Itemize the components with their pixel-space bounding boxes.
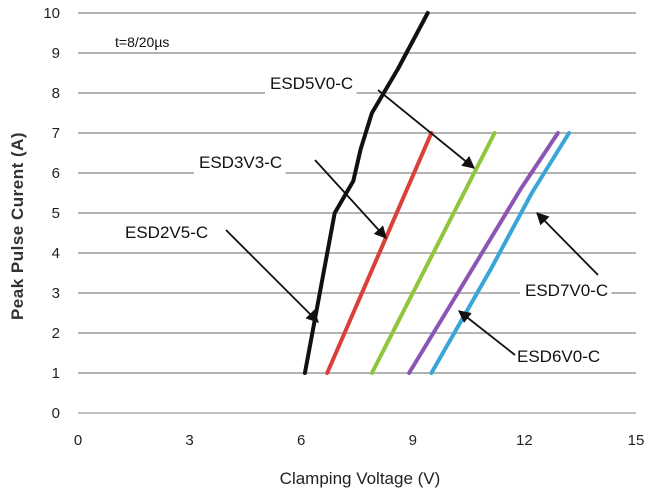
x-tick-label: 9 <box>409 432 417 449</box>
callout-arrow <box>225 229 319 323</box>
x-tick-label: 0 <box>74 432 82 449</box>
y-tick-label: 5 <box>52 205 60 222</box>
callout-background <box>120 221 212 244</box>
y-tick-label: 4 <box>52 245 60 262</box>
series-line-esd2v5-c <box>302 11 430 375</box>
x-axis-title: Clamping Voltage (V) <box>280 469 441 488</box>
callout-arrow <box>314 159 387 239</box>
gridlines <box>78 12 636 374</box>
y-axis-title: Peak Pulse Curent (A) <box>8 132 27 320</box>
annotation-background <box>108 30 218 52</box>
y-tick-label: 0 <box>52 405 60 422</box>
series-line-esd5v0-c <box>369 131 497 375</box>
x-tick-label: 12 <box>516 432 533 449</box>
series-lines <box>302 11 571 375</box>
callout-background <box>520 279 612 302</box>
callout-label-esd6v0-c: ESD6V0-C <box>517 347 600 366</box>
callout-background <box>265 72 357 95</box>
callout-label-esd3v3-c: ESD3V3-C <box>199 153 282 172</box>
callout-arrow <box>458 310 516 356</box>
y-tick-label: 3 <box>52 285 60 302</box>
y-tick-label: 10 <box>43 5 60 22</box>
y-tick-label: 9 <box>52 45 60 62</box>
y-tick-label: 1 <box>52 365 60 382</box>
series-line-esd6v0-c <box>407 131 560 375</box>
x-tick-label: 15 <box>628 432 645 449</box>
x-tick-labels: 0 3 6 9 12 15 <box>74 432 645 449</box>
y-tick-label: 7 <box>52 125 60 142</box>
y-tick-label: 6 <box>52 165 60 182</box>
x-tick-label: 3 <box>185 432 193 449</box>
y-tick-label: 8 <box>52 85 60 102</box>
callout-background <box>194 151 286 174</box>
callout-label-esd7v0-c: ESD7V0-C <box>525 281 608 300</box>
y-tick-labels: 0 1 2 3 4 5 6 7 8 9 10 <box>43 5 60 422</box>
y-tick-label: 2 <box>52 325 60 342</box>
callout-label-esd5v0-c: ESD5V0-C <box>270 74 353 93</box>
pulse-annotation: t=8/20µs <box>115 34 169 50</box>
series-line-esd3v3-c <box>325 131 434 375</box>
series-callouts: ESD2V5-C ESD3V3-C ESD5V0-C ESD7V0-C ESD6V0-C <box>120 72 612 368</box>
callout-arrow <box>536 212 599 276</box>
callout-background <box>512 345 604 368</box>
x-tick-label: 6 <box>297 432 305 449</box>
callout-arrow <box>377 89 475 169</box>
callout-label-esd2v5-c: ESD2V5-C <box>125 223 208 242</box>
